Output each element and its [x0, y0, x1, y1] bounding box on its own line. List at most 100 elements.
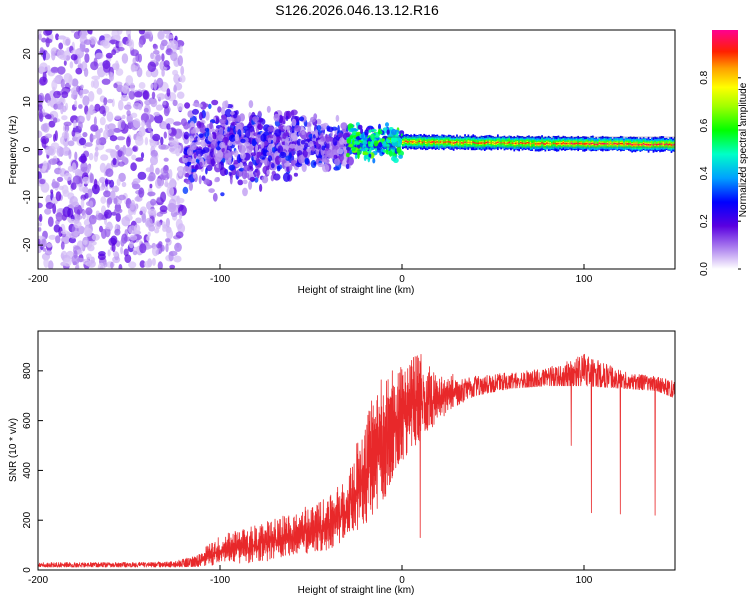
spectrogram-cell	[70, 53, 78, 61]
spectrogram-cell	[112, 157, 117, 166]
spectrogram-cell	[335, 114, 340, 122]
spectrogram-cell	[156, 243, 162, 249]
spectrogram-cell	[224, 100, 229, 108]
spectrogram-cell	[214, 176, 220, 183]
spectrogram-cell	[210, 139, 218, 149]
spectrogram-cell	[493, 143, 496, 144]
spectrogram-cell	[168, 250, 178, 257]
spectrogram-cell	[114, 185, 118, 193]
spectrogram-cell	[421, 141, 424, 144]
spectrogram-cell	[621, 142, 624, 145]
spectrogram-cell	[255, 134, 263, 143]
spectrogram-cell	[260, 159, 267, 164]
spectrogram-cell	[70, 115, 79, 124]
spectrogram-cell	[408, 141, 411, 142]
spectrogram-cell	[320, 137, 326, 142]
spectrogram-cell	[51, 178, 56, 189]
spectrogram-cell	[61, 91, 69, 99]
spectrogram-cell	[62, 36, 71, 46]
spectrogram-x-ticks: -200 -100 0 100	[28, 264, 593, 285]
spectrogram-cell	[429, 141, 432, 144]
spectrogram-cell	[87, 260, 96, 268]
snr-x-tick-label: 0	[399, 575, 405, 586]
spectrogram-cell	[660, 143, 663, 145]
spectrogram-cell	[82, 95, 90, 106]
spectrogram-cell	[368, 129, 372, 133]
spectrogram-cell	[523, 142, 525, 145]
spectrogram-cell	[91, 184, 100, 195]
spectrogram-cell	[297, 145, 305, 150]
spectrogram-cell	[135, 157, 144, 162]
spectrogram-x-axis-label: Height of straight line (km)	[298, 285, 415, 296]
spectrogram-cell	[82, 132, 88, 138]
spectrogram-cell	[151, 91, 156, 100]
spectrogram-cell	[132, 178, 141, 185]
spectrogram-cell	[516, 142, 519, 144]
spectrogram-cell	[382, 141, 387, 148]
spectrogram-cell	[243, 164, 250, 172]
spectrogram-cell	[192, 102, 200, 107]
spectrogram-cell	[55, 235, 61, 244]
spectrogram-cell	[364, 129, 369, 136]
spectrogram-cell	[657, 143, 660, 146]
spectrogram-cell	[78, 183, 84, 192]
spectrogram-cell	[192, 171, 197, 179]
spectrogram-cell	[208, 103, 212, 109]
spectrogram-cell	[179, 45, 183, 54]
spectrogram-cell	[159, 205, 168, 213]
spectrogram-cell	[377, 128, 381, 135]
colorbar-tick-label: 0.4	[699, 166, 710, 180]
spectrogram-cell	[47, 100, 51, 107]
spectrogram-cell	[180, 65, 185, 76]
spectrogram-cell	[629, 143, 632, 145]
spectrogram-cell	[227, 117, 235, 122]
spectrogram-cell	[58, 226, 63, 237]
spectrogram-cell	[140, 152, 145, 159]
spectrogram-cell	[73, 220, 82, 229]
spectrogram-cell	[84, 142, 93, 147]
spectrogram-cell	[166, 88, 171, 97]
spectrogram-cell	[465, 142, 468, 143]
spectrogram-cell	[136, 131, 144, 142]
spectrogram-cell	[224, 153, 232, 158]
spectrogram-cell	[202, 147, 210, 153]
spectrogram-cell	[255, 121, 258, 131]
spectrogram-cell	[101, 78, 111, 85]
spectrogram-cell	[57, 49, 65, 59]
spectrogram-cell	[69, 196, 78, 206]
spectrogram-cell	[55, 191, 62, 202]
snr-series-line	[38, 353, 675, 568]
spectrogram-cell	[218, 163, 222, 171]
spectrogram-cell	[311, 145, 315, 152]
snr-x-tick-label: 100	[576, 575, 593, 586]
spectrogram-cell	[103, 261, 108, 268]
spectrogram-cell	[111, 30, 120, 39]
spectrogram-cell	[81, 209, 87, 220]
spectrogram-cell	[111, 242, 116, 253]
spectrogram-cell	[239, 162, 243, 169]
spectrogram-cell	[284, 139, 289, 149]
spectrogram-cell	[428, 141, 430, 143]
spectrogram-cell	[398, 154, 403, 159]
spectrogram-cell	[117, 161, 125, 167]
spectrogram-cell	[138, 187, 145, 198]
spectrogram-cell	[628, 143, 630, 145]
spectrogram-cell	[304, 157, 309, 165]
spectrogram-cell	[598, 142, 601, 144]
spectrogram-cell	[61, 115, 68, 121]
spectrogram-cell	[155, 178, 163, 189]
figure-title: S126.2026.046.13.12.R16	[275, 2, 439, 18]
spectrogram-cell	[130, 112, 138, 119]
spectrogram-cell	[64, 172, 72, 181]
spectrogram-cell	[210, 148, 214, 158]
spectrogram-cell	[310, 116, 316, 123]
spectrogram-cell	[131, 154, 137, 161]
spectrogram-cell	[38, 222, 42, 227]
spectrogram-cell	[240, 138, 246, 143]
spectrogram-cell	[69, 61, 74, 69]
spectrogram-cell	[62, 189, 70, 197]
spectrogram-cell	[168, 169, 173, 179]
spectrogram-cell	[410, 141, 412, 143]
spectrogram-cell	[166, 229, 174, 240]
spectrogram-cell	[180, 118, 188, 127]
